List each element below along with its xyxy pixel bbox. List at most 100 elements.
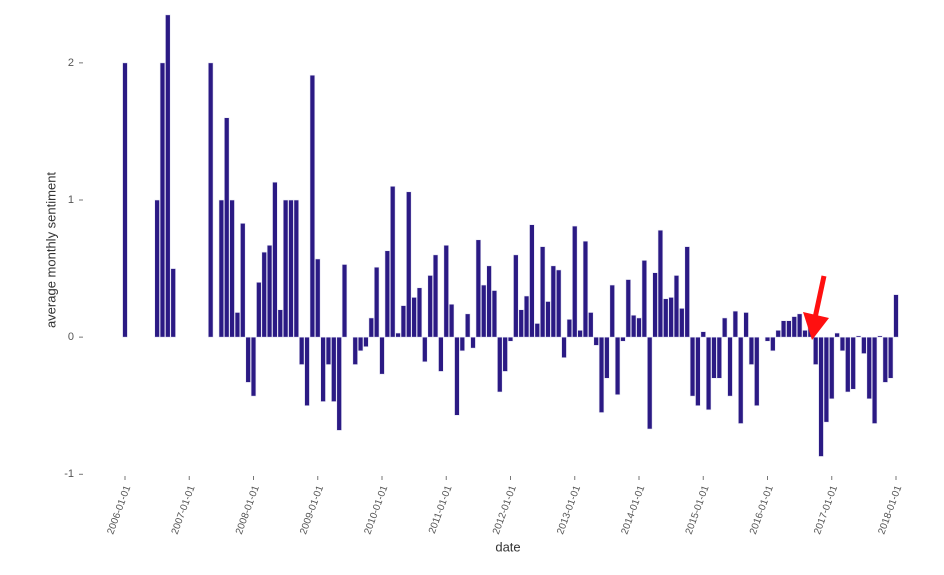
bar — [224, 117, 230, 338]
bar — [229, 199, 235, 338]
x-tick-label: 2016-01-01 — [748, 484, 776, 536]
bar — [679, 308, 685, 338]
bar — [572, 225, 578, 338]
bar — [625, 279, 631, 338]
y-tick-label: 2 — [68, 57, 74, 69]
bar — [234, 312, 241, 338]
x-tick-label: 2013-01-01 — [555, 484, 583, 536]
x-tick-label: 2008-01-01 — [234, 484, 262, 536]
bar — [245, 336, 251, 383]
bar — [154, 199, 160, 338]
x-tick-label: 2010-01-01 — [362, 484, 390, 536]
y-tick-label: 1 — [68, 194, 74, 206]
bar — [534, 323, 540, 338]
bar — [207, 62, 214, 338]
bar — [796, 313, 803, 338]
x-tick-label: 2011-01-01 — [427, 484, 455, 536]
y-axis-label: average monthly sentiment — [43, 172, 58, 328]
bar — [513, 254, 519, 338]
bar — [657, 229, 664, 338]
bar — [497, 336, 503, 393]
bar — [395, 332, 401, 338]
bar — [448, 303, 455, 338]
bar — [834, 332, 840, 338]
bar — [464, 313, 471, 338]
bar — [743, 312, 749, 338]
arrow-shaft — [812, 275, 827, 319]
bar — [539, 246, 546, 338]
bar — [282, 199, 289, 338]
bar — [689, 336, 696, 397]
x-axis-label: date — [495, 539, 520, 554]
bar — [566, 319, 573, 338]
bar — [481, 284, 487, 338]
bar — [304, 336, 310, 407]
bar — [454, 336, 460, 416]
bar — [159, 62, 166, 338]
bar — [298, 336, 305, 365]
bar — [165, 14, 171, 338]
bar — [775, 329, 781, 338]
bar — [780, 320, 787, 338]
y-tick-label: -1 — [64, 468, 74, 480]
bar — [368, 317, 374, 338]
bar — [871, 336, 878, 424]
bar — [545, 301, 551, 338]
bar — [438, 336, 444, 372]
bar — [250, 336, 257, 397]
bar — [754, 336, 760, 407]
x-tick-label: 2015-01-01 — [684, 484, 712, 536]
bar — [663, 298, 669, 338]
bar — [122, 62, 128, 338]
bar — [411, 297, 417, 338]
bar — [620, 336, 626, 342]
bar — [384, 250, 391, 338]
bar — [315, 258, 321, 338]
bar — [893, 294, 899, 338]
bar — [877, 335, 883, 338]
bar — [390, 185, 396, 338]
bar — [555, 269, 562, 338]
bar — [716, 336, 723, 379]
bar — [598, 336, 605, 413]
bar — [400, 305, 407, 338]
bar — [352, 336, 358, 365]
bar — [502, 336, 508, 372]
bar — [829, 336, 835, 400]
bar — [764, 336, 771, 342]
bar — [818, 336, 824, 457]
bar — [647, 336, 653, 430]
bar — [561, 336, 567, 359]
bar — [802, 329, 808, 338]
bar — [256, 281, 262, 338]
bar — [614, 336, 621, 396]
bar — [861, 336, 867, 354]
bar — [240, 223, 246, 338]
bar — [266, 244, 273, 338]
bar — [887, 336, 894, 379]
bar — [272, 181, 278, 338]
bar — [812, 336, 819, 365]
bar — [684, 246, 690, 338]
bar — [357, 336, 364, 352]
bar — [341, 264, 348, 338]
bar — [550, 265, 557, 338]
bar — [705, 336, 712, 411]
bar — [293, 199, 300, 338]
bar — [582, 240, 589, 338]
bar — [261, 251, 267, 338]
bar — [416, 287, 423, 338]
bar — [839, 336, 846, 352]
x-tick-label: 2014-01-01 — [619, 484, 647, 536]
bar — [855, 335, 862, 338]
x-tick-label: 2006-01-01 — [105, 484, 133, 536]
bar — [791, 316, 797, 338]
bars — [122, 14, 899, 457]
bar — [170, 268, 176, 338]
bar — [427, 275, 433, 338]
x-tick-label: 2009-01-01 — [298, 484, 326, 536]
bar — [422, 336, 428, 363]
bar — [845, 336, 851, 393]
bar — [588, 312, 594, 338]
